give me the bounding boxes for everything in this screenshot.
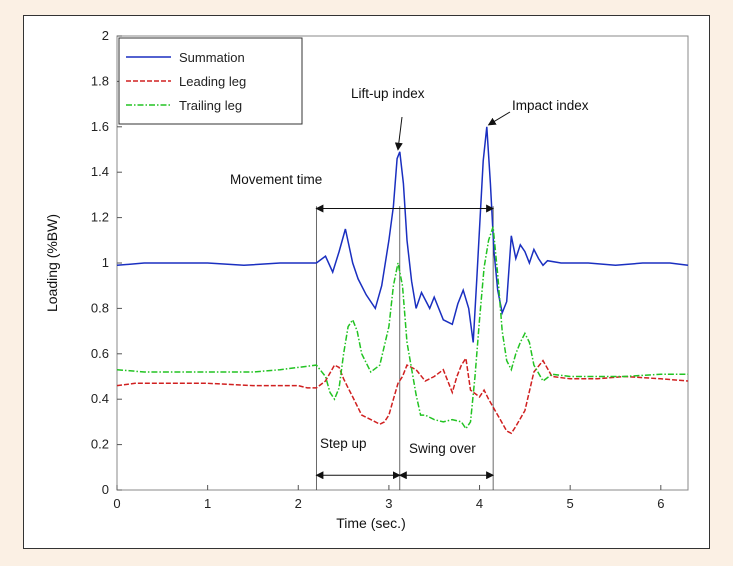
y-tick-label: 0.8 <box>91 300 109 315</box>
phase-lines <box>315 206 494 490</box>
annotation-impact-index: Impact index <box>512 98 589 113</box>
y-tick-label: 0 <box>102 482 109 497</box>
annotation-movement-time: Movement time <box>230 172 322 187</box>
legend-label: Leading leg <box>179 74 246 89</box>
x-axis-label: Time (sec.) <box>336 515 405 531</box>
y-tick-label: 0.6 <box>91 346 109 361</box>
annotation-swing-over: Swing over <box>409 441 476 456</box>
legend-label: Trailing leg <box>179 98 242 113</box>
x-tick-label: 3 <box>385 496 392 511</box>
x-tick-label: 2 <box>295 496 302 511</box>
y-tick-label: 1.2 <box>91 210 109 225</box>
y-tick-label: 0.2 <box>91 437 109 452</box>
x-tick-label: 5 <box>567 496 574 511</box>
x-tick-label: 1 <box>204 496 211 511</box>
series-line-leading-leg <box>116 356 689 435</box>
y-tick-label: 2 <box>102 28 109 43</box>
impact-index-pointer <box>487 111 511 126</box>
y-tick-label: 1 <box>102 255 109 270</box>
y-axis-label: Loading (%BW) <box>44 214 60 312</box>
y-tick-label: 0.4 <box>91 391 109 406</box>
series-lines <box>116 126 689 435</box>
annotation-step-up: Step up <box>320 436 367 451</box>
x-tick-label: 6 <box>657 496 664 511</box>
axes-ticks: 0 1 2 3 4 5 6 0 0.2 0.4 0.6 0.8 1 1.2 1.4 1.6 1.8 2 <box>91 28 665 511</box>
y-tick-label: 1.6 <box>91 119 109 134</box>
series-line-trailing-leg <box>116 226 688 431</box>
y-tick-label: 1.4 <box>91 164 109 179</box>
lift-up-index-pointer <box>394 116 403 151</box>
x-tick-label: 0 <box>113 496 120 511</box>
x-tick-label: 4 <box>476 496 483 511</box>
series-line-summation <box>116 126 689 343</box>
annotation-lift-up-index: Lift-up index <box>351 86 425 101</box>
legend-label: Summation <box>179 50 245 65</box>
legend: Summation Leading leg Trailing leg <box>118 37 303 125</box>
annotation-arrows <box>315 111 511 480</box>
y-tick-label: 1.8 <box>91 73 109 88</box>
